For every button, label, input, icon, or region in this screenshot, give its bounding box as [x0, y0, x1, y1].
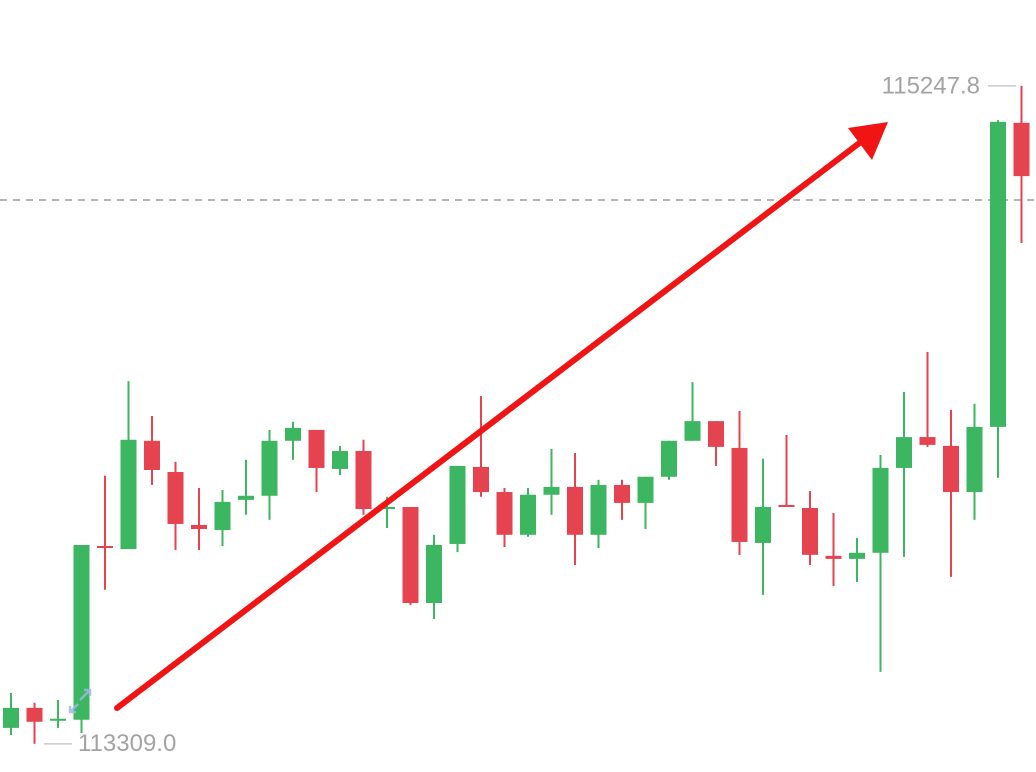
candle-body: [308, 429, 325, 468]
max-label: 115247.8: [882, 72, 980, 99]
candle-body: [120, 439, 137, 550]
trend-arrow: [114, 122, 888, 711]
arrow-head: [848, 122, 888, 160]
candle-body: [872, 467, 889, 553]
candle-body: [426, 544, 442, 604]
candle-body: [473, 466, 489, 493]
candle-body: [990, 121, 1006, 427]
candle-body: [896, 437, 912, 468]
candle-body: [50, 718, 66, 721]
candle-body: [238, 495, 254, 500]
candle-body: [731, 447, 748, 542]
candle-body: [73, 544, 90, 720]
candle-body: [449, 465, 466, 544]
candle-body: [543, 486, 560, 495]
candle-body: [802, 507, 818, 555]
candle-body: [261, 440, 278, 496]
candles: [3, 85, 1030, 744]
candle-body: [919, 437, 936, 445]
candle-body: [590, 484, 607, 535]
candle-body: [661, 440, 677, 477]
candle-body: [684, 421, 701, 441]
candle-body: [966, 426, 983, 493]
candle-body: [167, 472, 184, 524]
candle-body: [614, 484, 630, 503]
candle-body: [144, 440, 160, 470]
icon-part: [68, 703, 79, 714]
candle-body: [708, 421, 724, 447]
candle-body: [97, 545, 113, 549]
candle-body: [26, 707, 43, 722]
candle-body: [825, 555, 842, 559]
arrow-shaft: [114, 135, 869, 711]
candle-body: [214, 501, 231, 531]
candle-body: [520, 494, 536, 535]
candle-body: [355, 450, 372, 510]
candle-body: [755, 506, 771, 543]
expand-icon: [68, 688, 92, 714]
candle-body: [285, 427, 301, 441]
candle-body: [191, 524, 207, 530]
candle-body: [778, 504, 795, 507]
candle-body: [3, 707, 19, 728]
candle-body: [496, 492, 513, 535]
candle-body: [379, 506, 395, 510]
candle-body: [943, 445, 959, 493]
candle-body: [402, 506, 419, 604]
min-label: 113309.0: [78, 730, 176, 757]
candle-body: [332, 450, 348, 469]
candle-body: [849, 552, 865, 559]
icon-part: [79, 688, 92, 701]
candle-body: [1013, 122, 1030, 177]
candle-body: [567, 486, 583, 535]
candle-body: [637, 476, 654, 503]
